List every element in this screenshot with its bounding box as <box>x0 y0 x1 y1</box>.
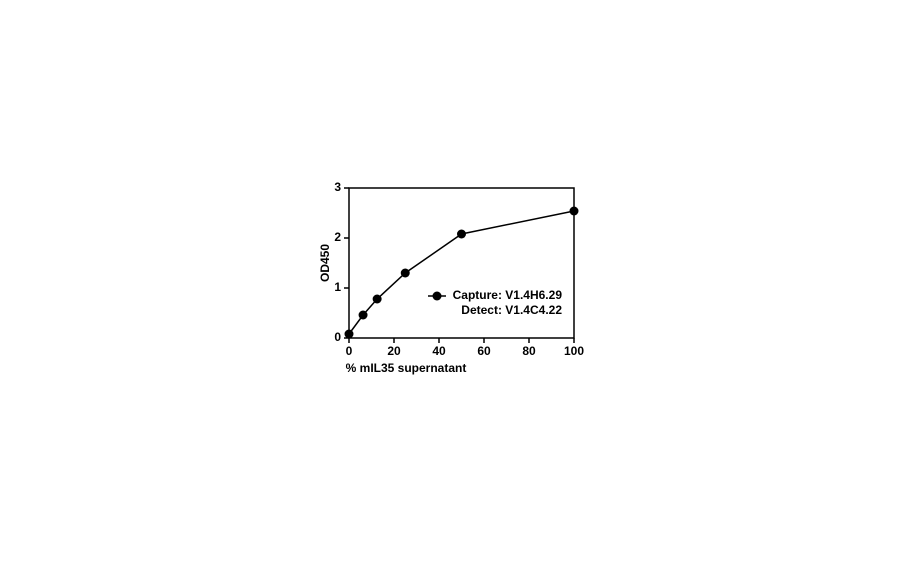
y-axis-title: OD450 <box>318 244 332 282</box>
data-point <box>358 310 368 320</box>
x-tick-label: 60 <box>477 344 491 358</box>
data-point <box>569 206 579 216</box>
y-tick-label: 0 <box>334 330 341 344</box>
plot-frame <box>348 187 575 339</box>
x-tick-label: 0 <box>346 344 353 358</box>
data-point <box>344 329 354 339</box>
data-point <box>457 229 466 239</box>
data-point <box>400 268 410 278</box>
y-tick-label: 3 <box>334 180 341 194</box>
x-axis-title: % mIL35 supernatant <box>346 361 467 375</box>
y-tick-label: 2 <box>334 230 341 244</box>
data-point <box>372 294 382 304</box>
legend-label: Capture: V1.4H6.29 Detect: V1.4C4.22 <box>452 288 562 317</box>
legend-marker <box>432 291 442 301</box>
x-tick-label: 40 <box>432 344 446 358</box>
x-tick-label: 80 <box>522 344 536 358</box>
x-tick-label: 20 <box>387 344 401 358</box>
y-tick-label: 1 <box>334 280 341 294</box>
x-tick-label: 100 <box>564 344 584 358</box>
